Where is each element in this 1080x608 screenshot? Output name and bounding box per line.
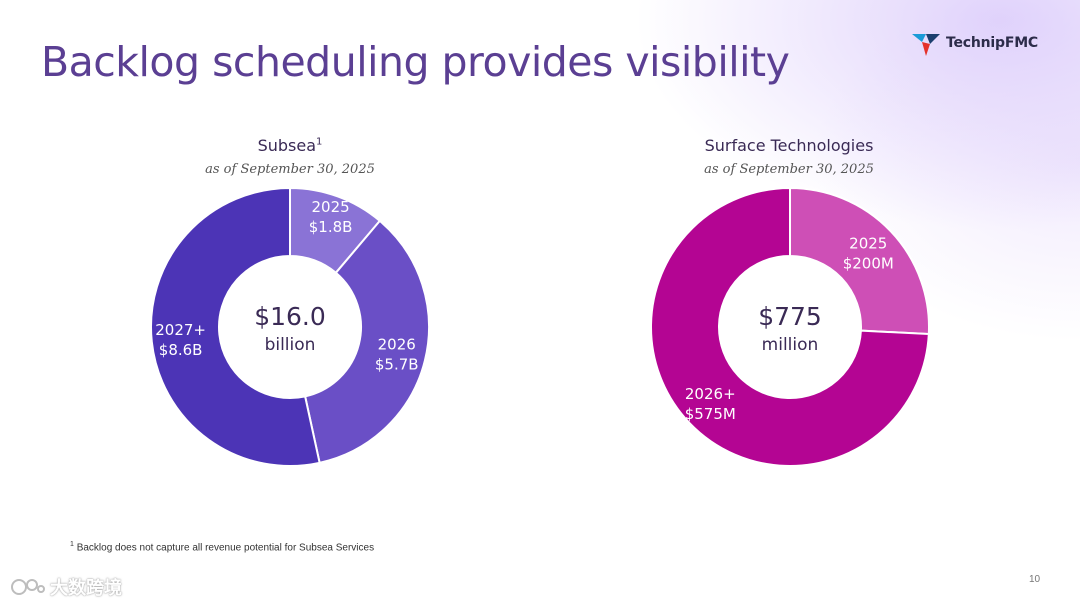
subsea-center-unit: billion xyxy=(265,335,316,355)
surface-slice-2025 xyxy=(789,186,930,336)
surface-center-unit: million xyxy=(762,335,819,355)
surface-chart-subtitle: as of September 30, 2025 xyxy=(704,162,874,177)
surface-title-text: Surface Technologies xyxy=(704,136,874,155)
surface-slice-year-label: 2026+ xyxy=(685,385,736,403)
subsea-slice-2026 xyxy=(303,219,430,465)
subsea-center-value: $16.0 xyxy=(254,302,326,331)
logo-text: TechnipFMC xyxy=(946,35,1039,51)
subsea-slice-value-label: $1.8B xyxy=(309,218,353,236)
subsea-chart-title: Subsea1 xyxy=(140,136,440,155)
page-number: 10 xyxy=(1029,574,1041,585)
page-title: Backlog scheduling provides visibility xyxy=(41,38,790,86)
subsea-title-footnote-mark: 1 xyxy=(316,136,323,148)
surface-chart-title: Surface Technologies xyxy=(639,136,939,155)
surface-slice-value-label: $575M xyxy=(685,405,736,423)
surface-slice-value-label: $200M xyxy=(843,255,894,273)
surface-center-value: $775 xyxy=(758,302,822,331)
subsea-chart-subtitle: as of September 30, 2025 xyxy=(205,162,375,177)
surface-slice-year-label: 2025 xyxy=(849,235,887,253)
subsea-slice-value-label: $8.6B xyxy=(159,341,203,359)
company-logo: TechnipFMC xyxy=(912,30,1038,56)
subsea-title-text: Subsea xyxy=(257,136,317,155)
subsea-slice-year-label: 2026 xyxy=(378,336,416,354)
watermark-text: 大数跨境 xyxy=(50,578,122,599)
subsea-slice-year-label: 2025 xyxy=(312,198,350,216)
watermark: 大数跨境 xyxy=(10,574,122,600)
surface-slice-2026-plus xyxy=(650,186,930,467)
surface-donut-chart: 2025 $200M 2026+ $575M $775 million xyxy=(650,186,930,467)
technipfmc-logo-icon xyxy=(912,34,940,56)
footnote-text: Backlog does not capture all revenue pot… xyxy=(76,542,375,554)
footnote: 1 Backlog does not capture all revenue p… xyxy=(70,541,374,553)
subsea-donut-chart: 2025 $1.8B 2026 $5.7B 2027+ $8.6B $16.0 billion xyxy=(150,186,430,467)
watermark-logo-icon xyxy=(11,579,45,595)
subsea-slice-2027-plus xyxy=(150,186,321,467)
subsea-slice-year-label: 2027+ xyxy=(155,321,206,339)
footnote-mark: 1 xyxy=(70,541,74,548)
subsea-slice-value-label: $5.7B xyxy=(375,356,419,374)
